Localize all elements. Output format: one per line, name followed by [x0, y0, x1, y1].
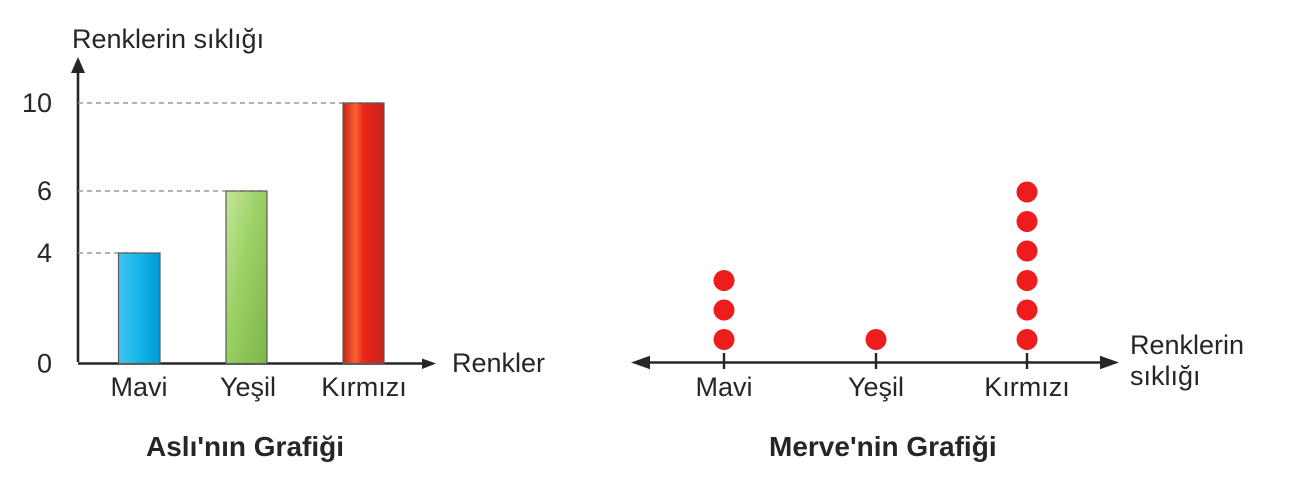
- svg-text:Mavi: Mavi: [695, 372, 752, 402]
- svg-text:6: 6: [37, 176, 52, 206]
- svg-text:Renkler: Renkler: [452, 348, 545, 378]
- svg-text:0: 0: [37, 349, 52, 379]
- svg-text:Yeşil: Yeşil: [848, 372, 904, 402]
- svg-text:Mavi: Mavi: [110, 372, 167, 402]
- svg-text:Merve'nin Grafiği: Merve'nin Grafiği: [769, 431, 997, 462]
- svg-text:Yeşil: Yeşil: [220, 372, 276, 402]
- svg-text:Kırmızı: Kırmızı: [321, 372, 407, 402]
- svg-text:sıklığı: sıklığı: [1130, 361, 1201, 391]
- svg-text:Kırmızı: Kırmızı: [984, 372, 1070, 402]
- svg-text:Aslı'nın Grafiği: Aslı'nın Grafiği: [146, 431, 344, 462]
- svg-text:Renklerin: Renklerin: [1130, 330, 1244, 360]
- svg-text:10: 10: [22, 88, 52, 118]
- svg-text:4: 4: [37, 238, 52, 268]
- svg-text:Renklerin sıklığı: Renklerin sıklığı: [72, 24, 264, 54]
